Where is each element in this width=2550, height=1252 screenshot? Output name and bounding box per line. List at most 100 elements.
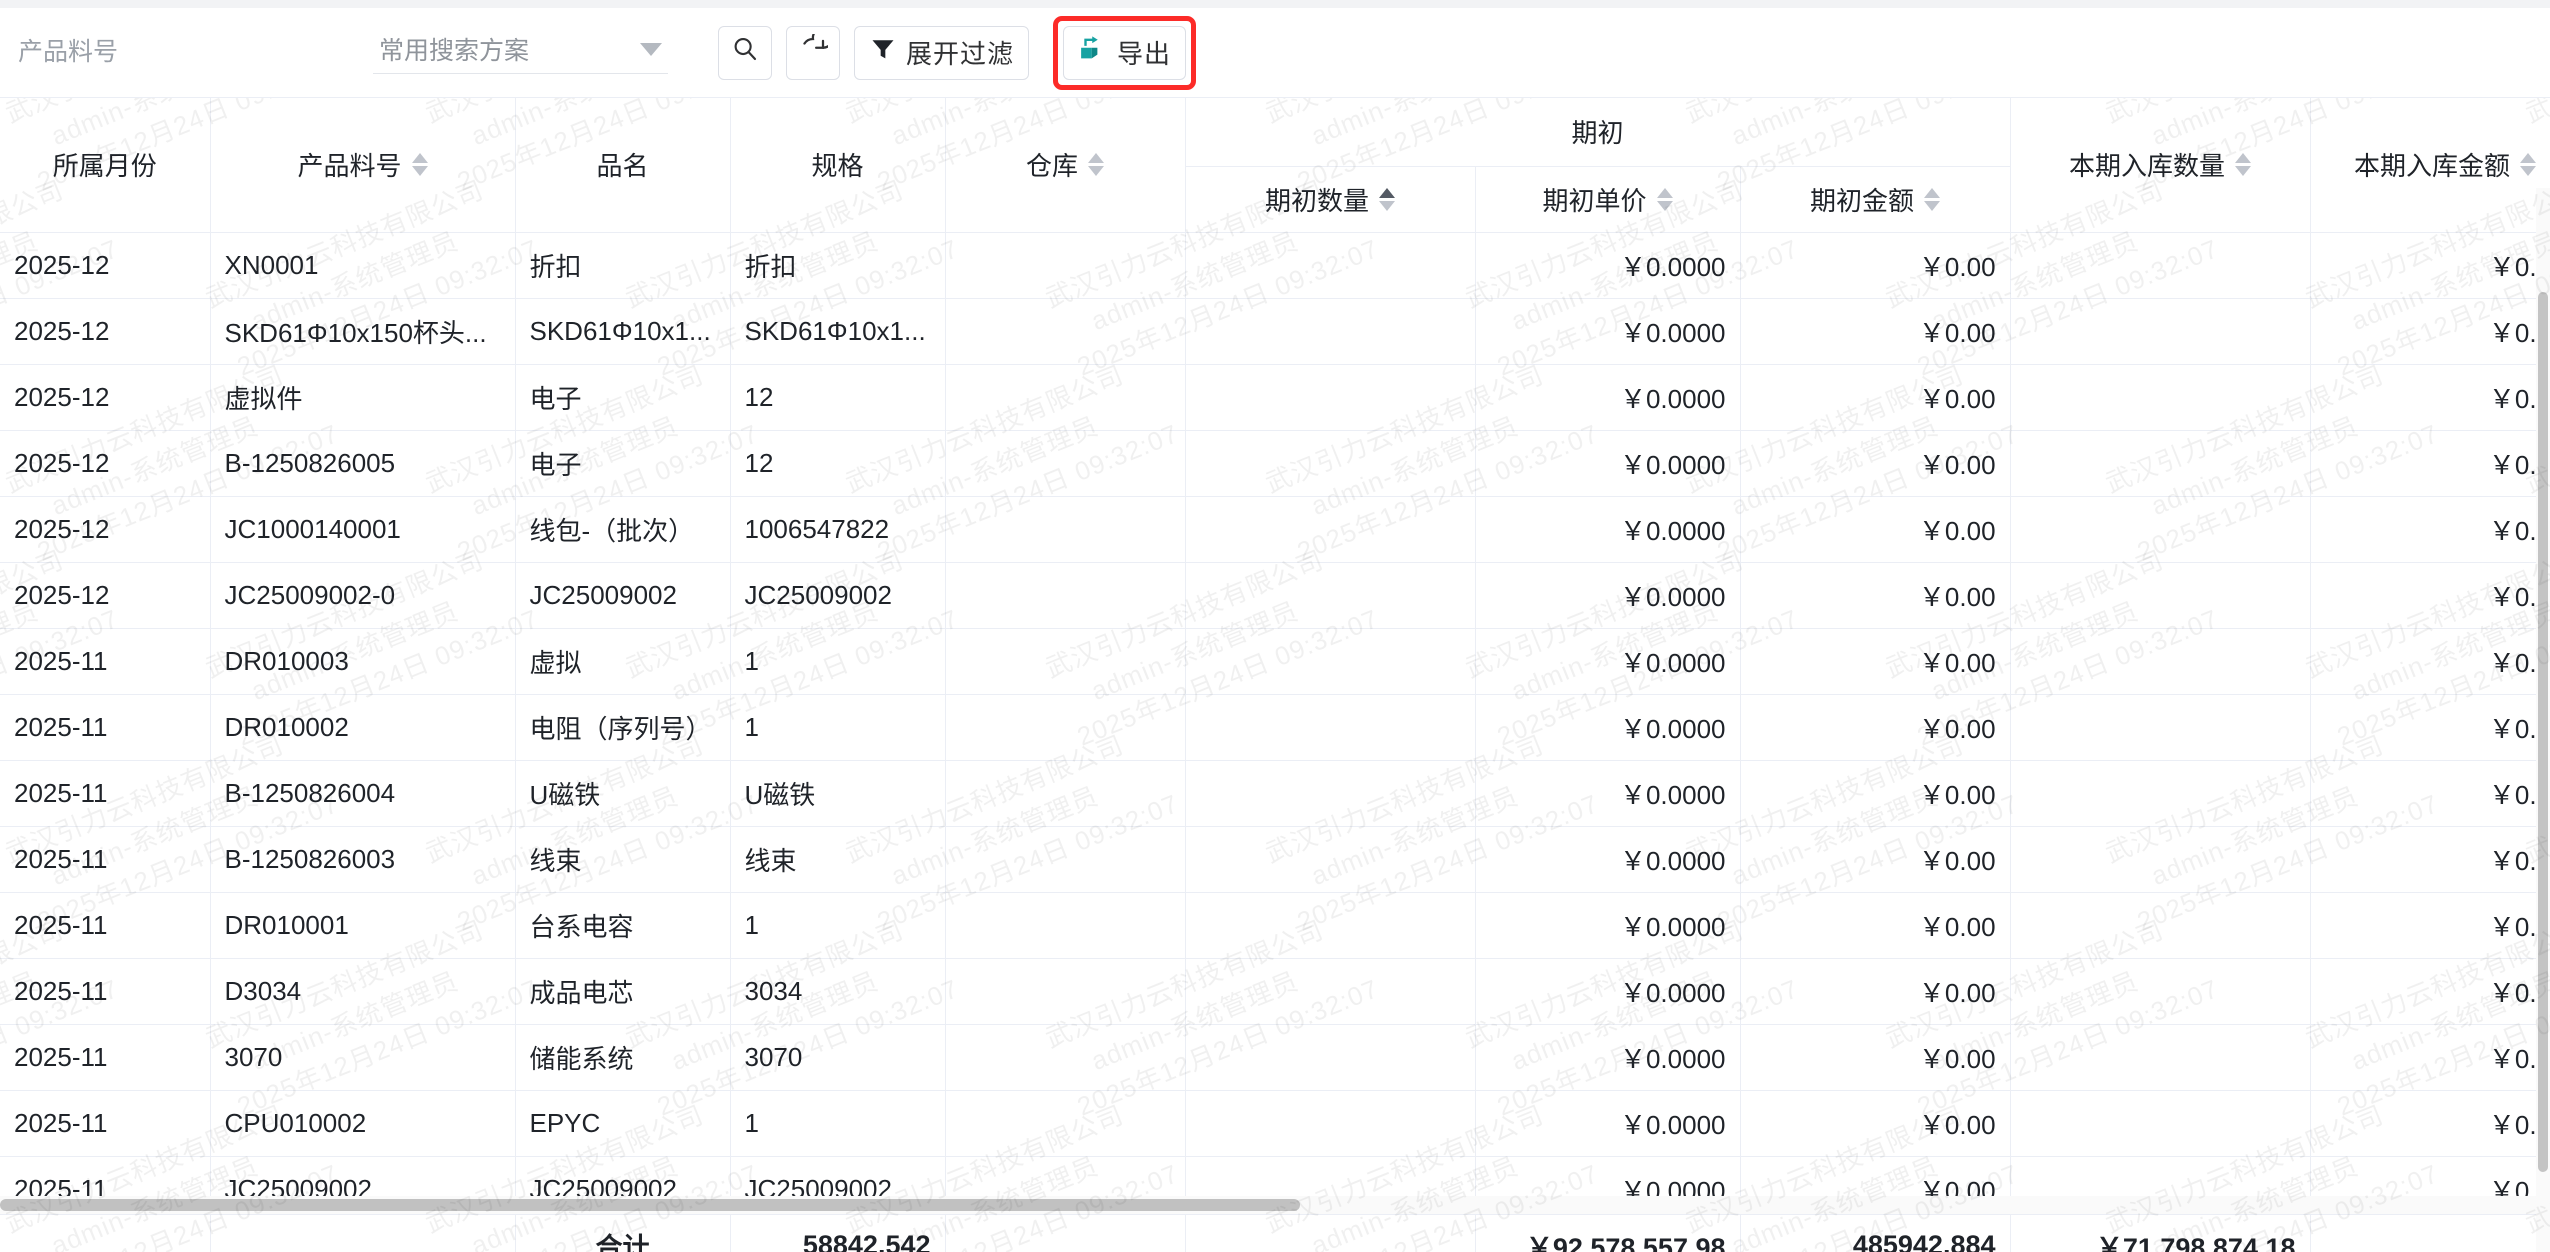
row-cell-spec: 1006547822 (730, 496, 946, 563)
row-cell-name: SKD61Φ10x1... (515, 298, 731, 365)
row-cell-warehouse (945, 232, 1186, 299)
col-header-opening-price[interactable]: 期初单价 (1475, 166, 1741, 233)
row-cell-in-amount: ￥0.00 (2310, 1090, 2550, 1157)
row-cell-opening-qty (1185, 892, 1476, 959)
product-code-input[interactable]: 产品料号 (18, 38, 119, 66)
table-body: 2025-12XN0001折扣折扣￥0.0000￥0.00￥0.002025-1… (0, 232, 2550, 1223)
row-cell-product-code: DR010001 (210, 892, 516, 959)
report-table-container[interactable]: 所属月份 产品料号 品名 规格 (0, 98, 2550, 1252)
row-cell-name: 电子 (515, 364, 731, 431)
col-header-month[interactable]: 所属月份 (0, 98, 211, 233)
sort-arrows-icon[interactable] (1656, 187, 1673, 211)
row-cell-month: 2025-11 (0, 694, 211, 761)
sort-arrows-icon[interactable] (1924, 187, 1941, 211)
expand-filter-button[interactable]: 展开过滤 (854, 25, 1030, 80)
row-cell-spec: 1 (730, 694, 946, 761)
row-cell-opening-price: ￥0.0000 (1475, 1024, 1741, 1091)
totals-row: 合计 58842.542 ￥92,578,557.98 485942.884 ￥… (0, 1215, 2550, 1252)
row-cell-warehouse (945, 892, 1186, 959)
row-cell-opening-qty (1185, 826, 1476, 893)
totals-in-qty: 485942.884 (1740, 1215, 2011, 1252)
row-cell-in-amount: ￥0.00 (2310, 562, 2550, 629)
col-header-warehouse[interactable]: 仓库 (945, 98, 1186, 233)
row-cell-opening-qty (1185, 760, 1476, 827)
row-cell-warehouse (945, 1090, 1186, 1157)
row-cell-name: 成品电芯 (515, 958, 731, 1025)
row-cell-opening-qty (1185, 958, 1476, 1025)
row-cell-name: EPYC (515, 1090, 731, 1157)
row-cell-in-amount: ￥0.00 (2310, 892, 2550, 959)
search-icon (730, 34, 760, 71)
search-scheme-select[interactable]: 常用搜索方案 (373, 31, 668, 74)
row-cell-in-amount: ￥0.00 (2310, 232, 2550, 299)
col-header-opening-amount[interactable]: 期初金额 (1740, 166, 2011, 233)
row-cell-opening-amount: ￥0.00 (1740, 298, 2011, 365)
row-cell-in-amount: ￥0.00 (2310, 760, 2550, 827)
vertical-scrollbar[interactable] (2536, 188, 2550, 1252)
totals-blank-3 (945, 1215, 1186, 1252)
row-cell-in-qty (2010, 958, 2311, 1025)
row-cell-opening-price: ￥0.0000 (1475, 496, 1741, 563)
search-button[interactable] (718, 25, 772, 80)
row-cell-opening-amount: ￥0.00 (1740, 826, 2011, 893)
row-cell-month: 2025-12 (0, 298, 211, 365)
refresh-icon (798, 26, 835, 71)
row-cell-name: JC25009002 (515, 562, 731, 629)
row-cell-spec: 线束 (730, 826, 946, 893)
sort-arrows-icon[interactable] (1379, 187, 1395, 211)
row-cell-warehouse (945, 760, 1186, 827)
row-cell-spec: JC25009002 (730, 562, 946, 629)
row-cell-month: 2025-11 (0, 958, 211, 1025)
col-label: 期初金额 (1810, 185, 1915, 216)
col-header-in-qty[interactable]: 本期入库数量 (2010, 98, 2311, 233)
horizontal-scrollbar[interactable] (0, 1196, 2550, 1214)
sort-arrows-icon[interactable] (1088, 153, 1104, 177)
row-cell-warehouse (945, 694, 1186, 761)
sort-arrows-icon[interactable] (2520, 153, 2537, 177)
totals-row-table: 合计 58842.542 ￥92,578,557.98 485942.884 ￥… (0, 1215, 2550, 1252)
table-head: 所属月份 产品料号 品名 规格 (0, 98, 2550, 233)
row-cell-opening-amount: ￥0.00 (1740, 430, 2011, 497)
col-label: 本期入库数量 (2069, 151, 2226, 182)
vertical-scrollbar-thumb[interactable] (2538, 292, 2548, 1172)
table-row[interactable]: 2025-12 SKD61Φ10x150杯头... SKD61Φ10x1... SKD… (0, 298, 2550, 365)
refresh-button[interactable] (786, 25, 840, 80)
row-cell-opening-price: ￥0.0000 (1475, 628, 1741, 695)
row-cell-in-amount: ￥0.00 (2310, 958, 2550, 1025)
table-row[interactable]: 2025-12 JC1000140001 线包-（批次） 1006547822 ￥0.0… (0, 496, 2550, 563)
row-cell-in-qty (2010, 232, 2311, 299)
col-header-spec[interactable]: 规格 (730, 98, 946, 233)
row-cell-in-amount: ￥0.00 (2310, 364, 2550, 431)
sort-arrows-icon[interactable] (411, 153, 428, 177)
row-cell-month: 2025-11 (0, 1090, 211, 1157)
table-row[interactable]: 2025-11 B-1250826004 U磁铁 U磁铁 ￥0.0000 ￥0.00 ￥0.… (0, 760, 2550, 827)
row-cell-name: 电子 (515, 430, 731, 497)
export-button[interactable]: 导出 (1063, 25, 1187, 80)
col-header-opening-qty[interactable]: 期初数量 (1185, 166, 1476, 233)
row-cell-in-amount: ￥0.00 (2310, 826, 2550, 893)
row-cell-product-code: B-1250826005 (210, 430, 516, 497)
row-cell-opening-qty (1185, 562, 1476, 629)
totals-blank-2 (210, 1215, 516, 1252)
row-cell-spec: 1 (730, 892, 946, 959)
horizontal-scrollbar-thumb[interactable] (0, 1199, 1300, 1211)
table-row[interactable]: 2025-12 JC25009002-0 JC25009002 JC25009002 ￥… (0, 562, 2550, 629)
col-header-product-code[interactable]: 产品料号 (210, 98, 516, 233)
col-header-in-amount[interactable]: 本期入库金额 (2310, 98, 2550, 233)
col-header-name[interactable]: 品名 (515, 98, 731, 233)
row-cell-name: U磁铁 (515, 760, 731, 827)
row-cell-in-qty (2010, 1090, 2311, 1157)
row-cell-spec: 12 (730, 364, 946, 431)
sort-arrows-icon[interactable] (2235, 153, 2252, 177)
row-cell-warehouse (945, 628, 1186, 695)
